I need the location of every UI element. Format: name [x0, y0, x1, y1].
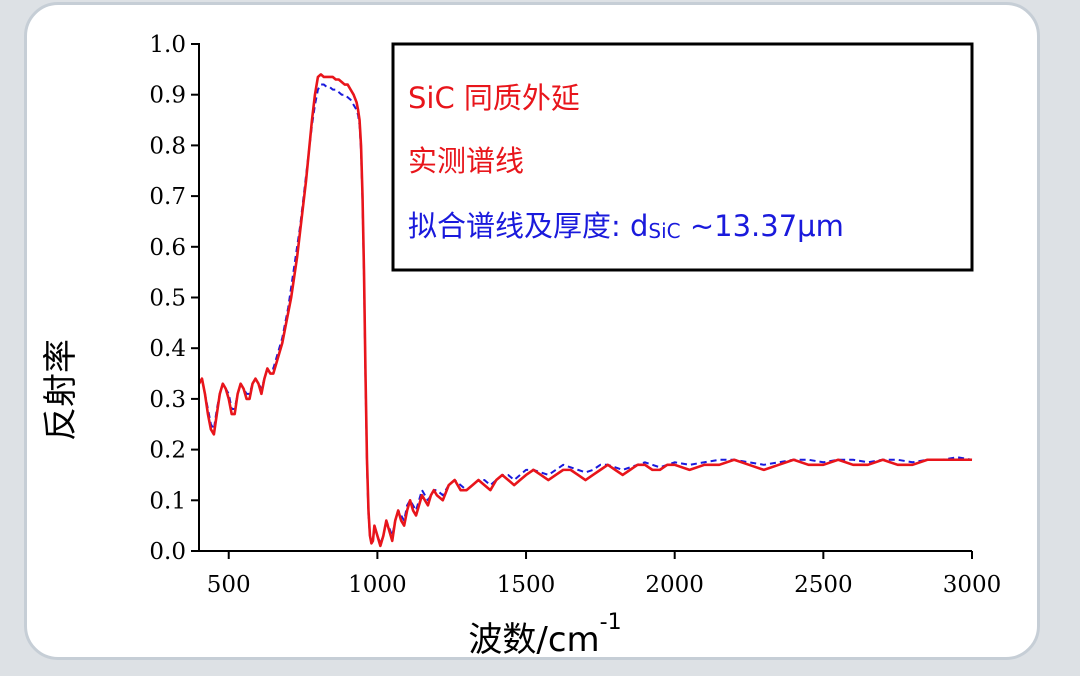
y-tick-label: 0.6 — [149, 235, 186, 261]
x-tick-label: 3000 — [943, 572, 1002, 598]
y-tick-label: 0.9 — [149, 83, 186, 109]
x-axis-title: 波数/cm-1 — [468, 610, 621, 660]
y-tick-label: 0.4 — [149, 336, 186, 362]
x-axis-title-main: 波数/cm — [468, 620, 599, 660]
legend-measured-label: 实测谱线 — [408, 144, 524, 178]
y-tick-label: 0.7 — [149, 184, 186, 210]
measured-spectrum-line — [197, 73, 972, 548]
x-tick-label: 1500 — [497, 572, 556, 598]
legend-fit-label-thickness: ~13.37μm — [681, 209, 844, 243]
legend-fit-label: 拟合谱线及厚度: dSiC ~13.37μm — [408, 209, 844, 243]
x-tick-label: 2500 — [794, 572, 853, 598]
y-tick-label: 0.8 — [149, 133, 186, 159]
y-tick-label: 1.0 — [149, 32, 186, 58]
legend-fit-label-main: 拟合谱线及厚度: d — [408, 209, 648, 243]
x-tick-label: 500 — [207, 572, 251, 598]
legend-frame — [391, 42, 974, 272]
y-tick-label: 0.3 — [149, 387, 186, 413]
x-tick-label: 2000 — [645, 572, 704, 598]
legend-title: SiC 同质外延 — [408, 81, 580, 115]
y-tick-label: 0.1 — [149, 488, 186, 514]
y-tick-label: 0.0 — [149, 539, 186, 565]
series-layer — [197, 73, 973, 548]
legend-fit-label-subscript: SiC — [648, 219, 680, 243]
y-tick-label: 0.2 — [149, 438, 186, 464]
axes-layer: 0.0 0.1 0.2 0.3 0.4 0.5 0.6 0.7 0.8 0.9 1.0 500 1000… — [149, 32, 1001, 598]
x-axis-title-superscript: -1 — [600, 610, 622, 635]
x-tick-label: 1000 — [348, 572, 407, 598]
legend-box: SiC 同质外延 实测谱线 拟合谱线及厚度: dSiC ~13.37μm — [391, 42, 974, 272]
y-axis-title: 反射率 — [41, 339, 81, 441]
y-tick-label: 0.5 — [149, 286, 186, 312]
